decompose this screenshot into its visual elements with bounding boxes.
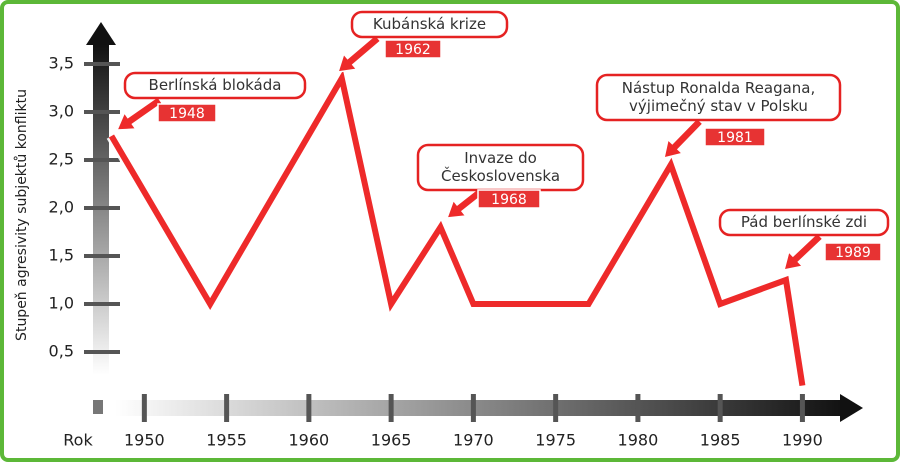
callout-year-box	[704, 127, 766, 147]
x-tick-label: 1975	[535, 431, 576, 450]
x-axis-title: Rok	[63, 431, 93, 450]
callout-arrow	[663, 117, 704, 160]
axis-origin	[93, 400, 103, 414]
x-tick-label: 1955	[206, 431, 247, 450]
callout-text: Pád berlínské zdi	[741, 213, 867, 231]
callout-year-box	[157, 103, 217, 123]
y-tick-label: 3,5	[49, 54, 74, 73]
line	[108, 70, 806, 387]
callout-arrow	[336, 33, 382, 73]
callout-text: Kubánská krize	[373, 15, 486, 33]
x-tick-label: 1950	[124, 431, 165, 450]
callout-arrow	[115, 95, 164, 131]
y-tick-label: 0,5	[49, 342, 74, 361]
callout-year: 1962	[395, 42, 431, 58]
callout-arrow	[782, 232, 824, 271]
y-tick-label: 1,5	[49, 246, 74, 265]
y-tick-label: 1,0	[49, 294, 74, 313]
callout-box	[123, 71, 307, 100]
callout-year-box	[824, 242, 882, 262]
y-tick-label: 2,5	[49, 150, 74, 169]
callout-year-box	[384, 39, 442, 59]
callout-text: Československa	[441, 166, 560, 185]
callout-year: 1948	[169, 106, 205, 122]
y-axis-arrow	[86, 22, 116, 45]
callout-text: Berlínská blokáda	[149, 76, 282, 94]
callout-text: výjimečný stav v Polsku	[629, 97, 808, 115]
callout-year: 1989	[835, 245, 871, 261]
x-axis-arrow	[840, 394, 863, 422]
callout-box	[718, 208, 890, 237]
callout-arrow	[445, 187, 484, 219]
callout-text: Nástup Ronalda Reagana,	[622, 79, 816, 97]
x-tick-label: 1960	[289, 431, 330, 450]
x-tick-label: 1980	[618, 431, 659, 450]
callout-year: 1968	[491, 192, 527, 208]
x-axis	[115, 400, 845, 416]
y-tick-label: 3,0	[49, 102, 74, 121]
callout-year-box	[477, 189, 541, 209]
callout-year: 1981	[717, 130, 753, 146]
callout-box	[350, 10, 509, 39]
x-tick-label: 1990	[782, 431, 823, 450]
callout-box	[595, 73, 842, 122]
y-tick-label: 2,0	[49, 198, 74, 217]
x-tick-label: 1985	[700, 431, 741, 450]
callout-text: Invaze do	[464, 149, 537, 167]
y-axis-title: Stupeň agresivity subjektů konfliktu	[14, 89, 30, 341]
x-tick-label: 1965	[371, 431, 412, 450]
x-tick-label: 1970	[453, 431, 494, 450]
